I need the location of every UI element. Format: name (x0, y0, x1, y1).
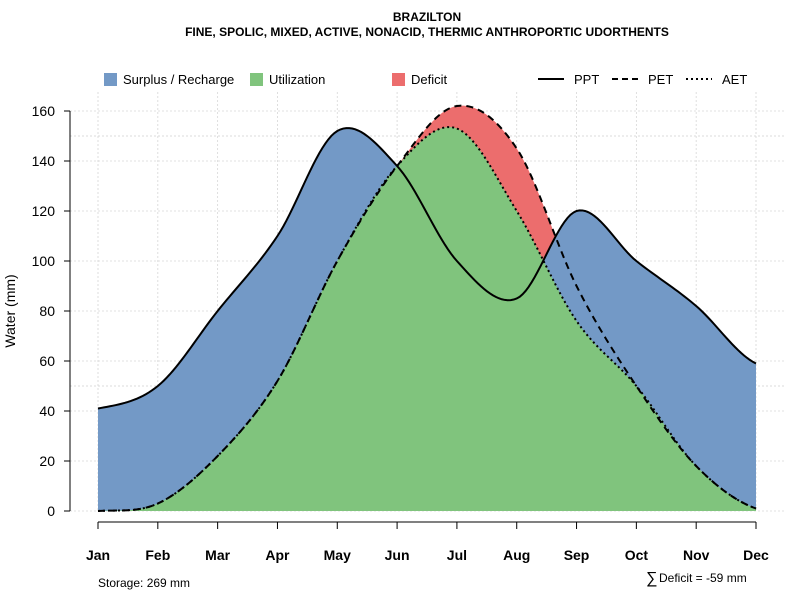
y-axis-label: Water (mm) (2, 274, 18, 347)
y-tick-label: 60 (39, 353, 55, 369)
x-tick-label-jan: Jan (86, 547, 110, 563)
y-tick-label: 160 (32, 103, 56, 119)
series-lines (97, 104, 757, 512)
x-tick-label-may: May (324, 547, 351, 563)
legend-label: Deficit (411, 72, 448, 87)
chart-subtitle: FINE, SPOLIC, MIXED, ACTIVE, NONACID, TH… (185, 25, 669, 39)
y-tick-label: 20 (39, 453, 55, 469)
x-tick-label-nov: Nov (683, 547, 710, 563)
utilization-area (98, 127, 756, 511)
x-tick-label-jul: Jul (447, 547, 467, 563)
y-tick-label: 0 (47, 503, 55, 519)
axes: 0 20 40 60 80 100 120 140 160 Jan Feb Mar Apr May Jun J… (32, 103, 769, 563)
legend-label: Surplus / Recharge (123, 72, 234, 87)
series-line-pet (97, 104, 757, 512)
series-line-ppt (97, 127, 757, 410)
x-tick-label-aug: Aug (503, 547, 530, 563)
legend-swatch (392, 73, 405, 86)
legend-label: AET (722, 72, 747, 87)
legend: Surplus / Recharge Utilization Deficit PPT P… (104, 72, 747, 87)
legend-label: PET (648, 72, 673, 87)
y-tick-label: 80 (39, 303, 55, 319)
sum-symbol: ∑ (646, 570, 657, 587)
storage-text: Storage: 269 mm (98, 576, 190, 590)
area-fills (98, 105, 756, 512)
legend-swatch (250, 73, 263, 86)
x-tick-label-sep: Sep (564, 547, 590, 563)
chart-title: BRAZILTON (393, 10, 461, 24)
x-tick-label-apr: Apr (265, 547, 290, 563)
y-tick-label: 100 (32, 253, 56, 269)
legend-label: Utilization (269, 72, 325, 87)
y-tick-label: 40 (39, 403, 55, 419)
x-tick-label-feb: Feb (145, 547, 170, 563)
deficit-total-text: Deficit = -59 mm (659, 571, 747, 585)
legend-label: PPT (574, 72, 599, 87)
x-tick-label-oct: Oct (625, 547, 649, 563)
y-tick-label: 120 (32, 203, 56, 219)
y-tick-label: 140 (32, 153, 56, 169)
x-tick-label-mar: Mar (205, 547, 230, 563)
legend-swatch (104, 73, 117, 86)
x-tick-label-dec: Dec (743, 547, 769, 563)
x-tick-label-jun: Jun (385, 547, 410, 563)
